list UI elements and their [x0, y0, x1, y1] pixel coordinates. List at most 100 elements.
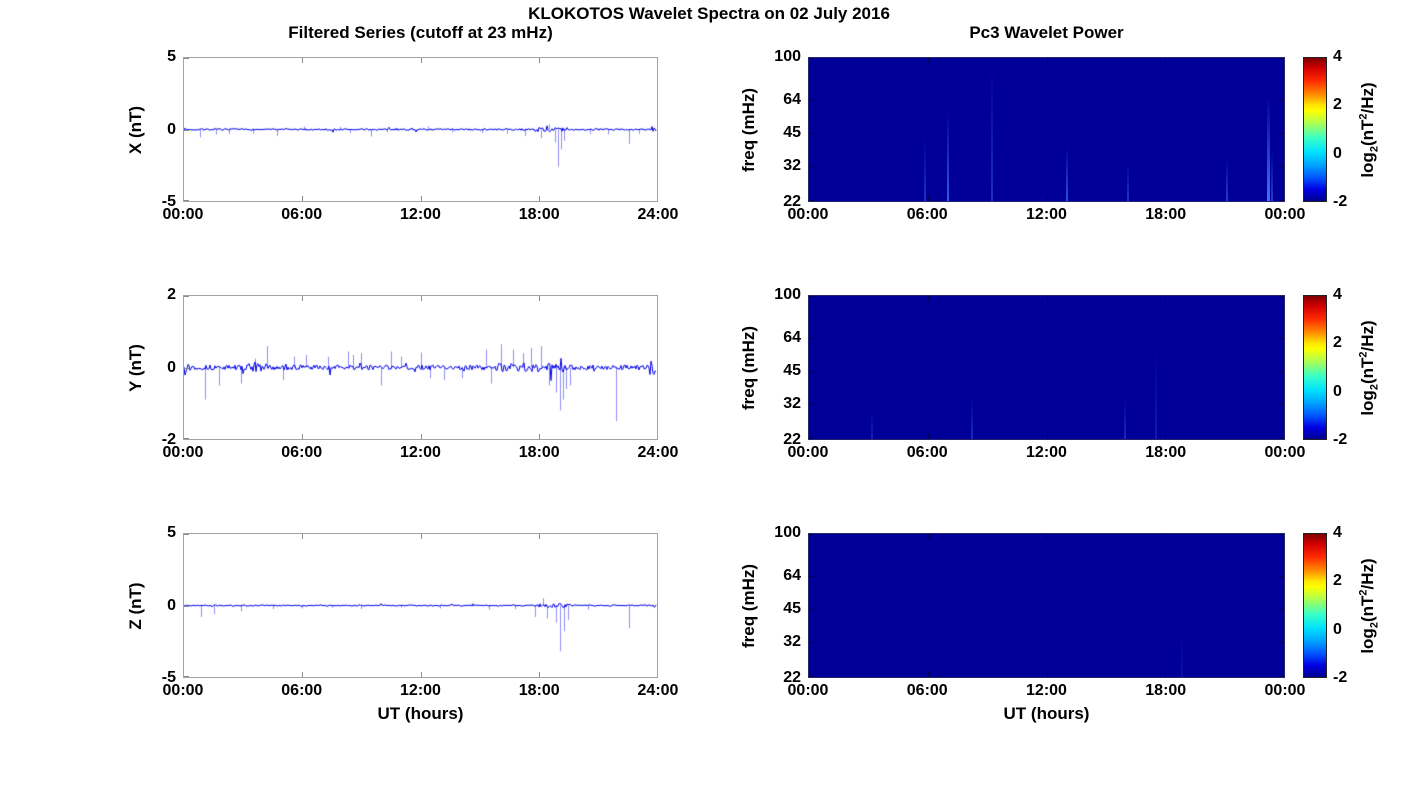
freq-tick-mark — [809, 676, 814, 677]
x-tick-mark — [538, 434, 540, 439]
x-tick-mark — [1165, 196, 1167, 201]
x-tick-mark — [927, 196, 929, 201]
freq-tick-mark — [1279, 58, 1284, 59]
freq-tick-mark — [1279, 642, 1284, 644]
freq-tick-mark — [1279, 371, 1284, 373]
freq-tick-mark — [809, 99, 814, 101]
x-tick-mark — [538, 196, 540, 201]
x-tick-mark — [927, 672, 929, 677]
y-axis-label-series-y: Y (nT) — [126, 343, 145, 392]
freq-tick-label: 45 — [783, 362, 801, 380]
x-tick-mark — [302, 196, 304, 201]
panel-wavelet-x — [808, 57, 1285, 202]
freq-tick-mark — [809, 337, 814, 339]
y-tick-mark — [184, 200, 189, 201]
x-tick-mark — [302, 534, 304, 539]
x-tick-label: 18:00 — [518, 206, 560, 223]
colorbar-tick-label: 2 — [1333, 334, 1342, 352]
x-tick-mark — [538, 534, 540, 539]
x-tick-mark — [1046, 672, 1048, 677]
freq-tick-label: 22 — [783, 193, 801, 210]
y-tick-label: 5 — [167, 48, 176, 65]
freq-tick-mark — [809, 575, 814, 577]
x-tick-label: 06:00 — [281, 682, 323, 699]
x-tick-mark — [420, 672, 422, 677]
freq-tick-mark — [1279, 296, 1284, 297]
colorbar-tick-label: -2 — [1333, 193, 1348, 210]
x-tick-label: 18:00 — [518, 444, 560, 461]
x-tick-label: 12:00 — [400, 444, 441, 461]
x-tick-label: 18:00 — [518, 682, 560, 699]
x-tick-label: 24:00 — [637, 682, 679, 699]
colorbar-wavelet-y — [1303, 295, 1327, 440]
wavelet-streak — [1066, 147, 1069, 201]
freq-tick-mark — [809, 404, 814, 406]
x-tick-mark — [302, 672, 304, 677]
x-tick-label: 00:00 — [787, 206, 829, 223]
y-tick-label: 0 — [167, 358, 176, 376]
freq-tick-label: 22 — [783, 431, 801, 448]
x-tick-label: 00:00 — [787, 682, 829, 699]
freq-tick-mark — [809, 609, 814, 611]
left-column-title: Filtered Series (cutoff at 23 mHz) — [288, 23, 553, 42]
freq-tick-mark — [1279, 404, 1284, 406]
freq-tick-mark — [809, 296, 814, 297]
wavelet-streak — [1266, 98, 1270, 201]
colorbar-axis-label-wavelet-x: log2(nT2/Hz) — [1357, 81, 1381, 178]
x-tick-mark — [420, 434, 422, 439]
colorbar-tick-label: 0 — [1333, 620, 1342, 638]
freq-tick-label: 32 — [783, 395, 801, 413]
colorbar-wavelet-x — [1303, 57, 1327, 202]
x-tick-mark — [302, 58, 304, 63]
x-tick-label: 00:00 — [1264, 206, 1306, 223]
x-tick-label: 24:00 — [637, 206, 679, 223]
freq-tick-label: 32 — [783, 157, 801, 175]
wavelet-streak — [946, 112, 949, 201]
colorbar-tick-label: 4 — [1333, 524, 1342, 541]
colorbar-tick-label: 0 — [1333, 144, 1342, 162]
right-column-title: Pc3 Wavelet Power — [969, 23, 1124, 42]
x-tick-mark — [927, 58, 929, 63]
x-tick-mark — [1046, 434, 1048, 439]
x-tick-mark — [302, 434, 304, 439]
colorbar-tick-label: 2 — [1333, 572, 1342, 590]
x-tick-label: 06:00 — [906, 444, 948, 461]
freq-tick-mark — [1279, 609, 1284, 611]
x-tick-label: 06:00 — [281, 206, 323, 223]
freq-tick-label: 100 — [774, 286, 801, 303]
freq-tick-mark — [809, 200, 814, 201]
wavelet-streak — [1126, 165, 1129, 201]
colorbar-tick-label: -2 — [1333, 669, 1348, 686]
freq-tick-label: 100 — [774, 524, 801, 541]
freq-axis-label-wavelet-x: freq (mHz) — [739, 87, 758, 172]
colorbar-tick-label: 0 — [1333, 382, 1342, 400]
freq-tick-mark — [809, 58, 814, 59]
freq-tick-mark — [1279, 438, 1284, 439]
colorbar-wavelet-z — [1303, 533, 1327, 678]
x-tick-mark — [420, 196, 422, 201]
x-tick-mark — [420, 58, 422, 63]
x-tick-label: 18:00 — [1145, 682, 1187, 699]
y-tick-label: 2 — [167, 286, 176, 303]
x-tick-mark — [1046, 534, 1048, 539]
x-tick-label: 12:00 — [1026, 682, 1067, 699]
y-axis-label-series-z: Z (nT) — [126, 581, 145, 630]
x-tick-mark — [1165, 434, 1167, 439]
y-tick-mark — [184, 296, 189, 297]
y-tick-label: 5 — [167, 524, 176, 541]
x-tick-mark — [1046, 58, 1048, 63]
x-tick-mark — [1165, 672, 1167, 677]
y-axis-label-series-x: X (nT) — [126, 105, 145, 154]
freq-tick-mark — [809, 371, 814, 373]
x-tick-label: 06:00 — [906, 682, 948, 699]
series-canvas-series-z — [184, 534, 657, 677]
colorbar-tick-label: 2 — [1333, 96, 1342, 114]
freq-tick-mark — [1279, 676, 1284, 677]
y-tick-label: 0 — [167, 596, 176, 614]
freq-tick-label: 64 — [783, 566, 801, 584]
freq-tick-label: 45 — [783, 600, 801, 618]
freq-tick-label: 100 — [774, 48, 801, 65]
wavelet-streak — [1181, 634, 1184, 677]
y-tick-mark — [184, 58, 189, 59]
